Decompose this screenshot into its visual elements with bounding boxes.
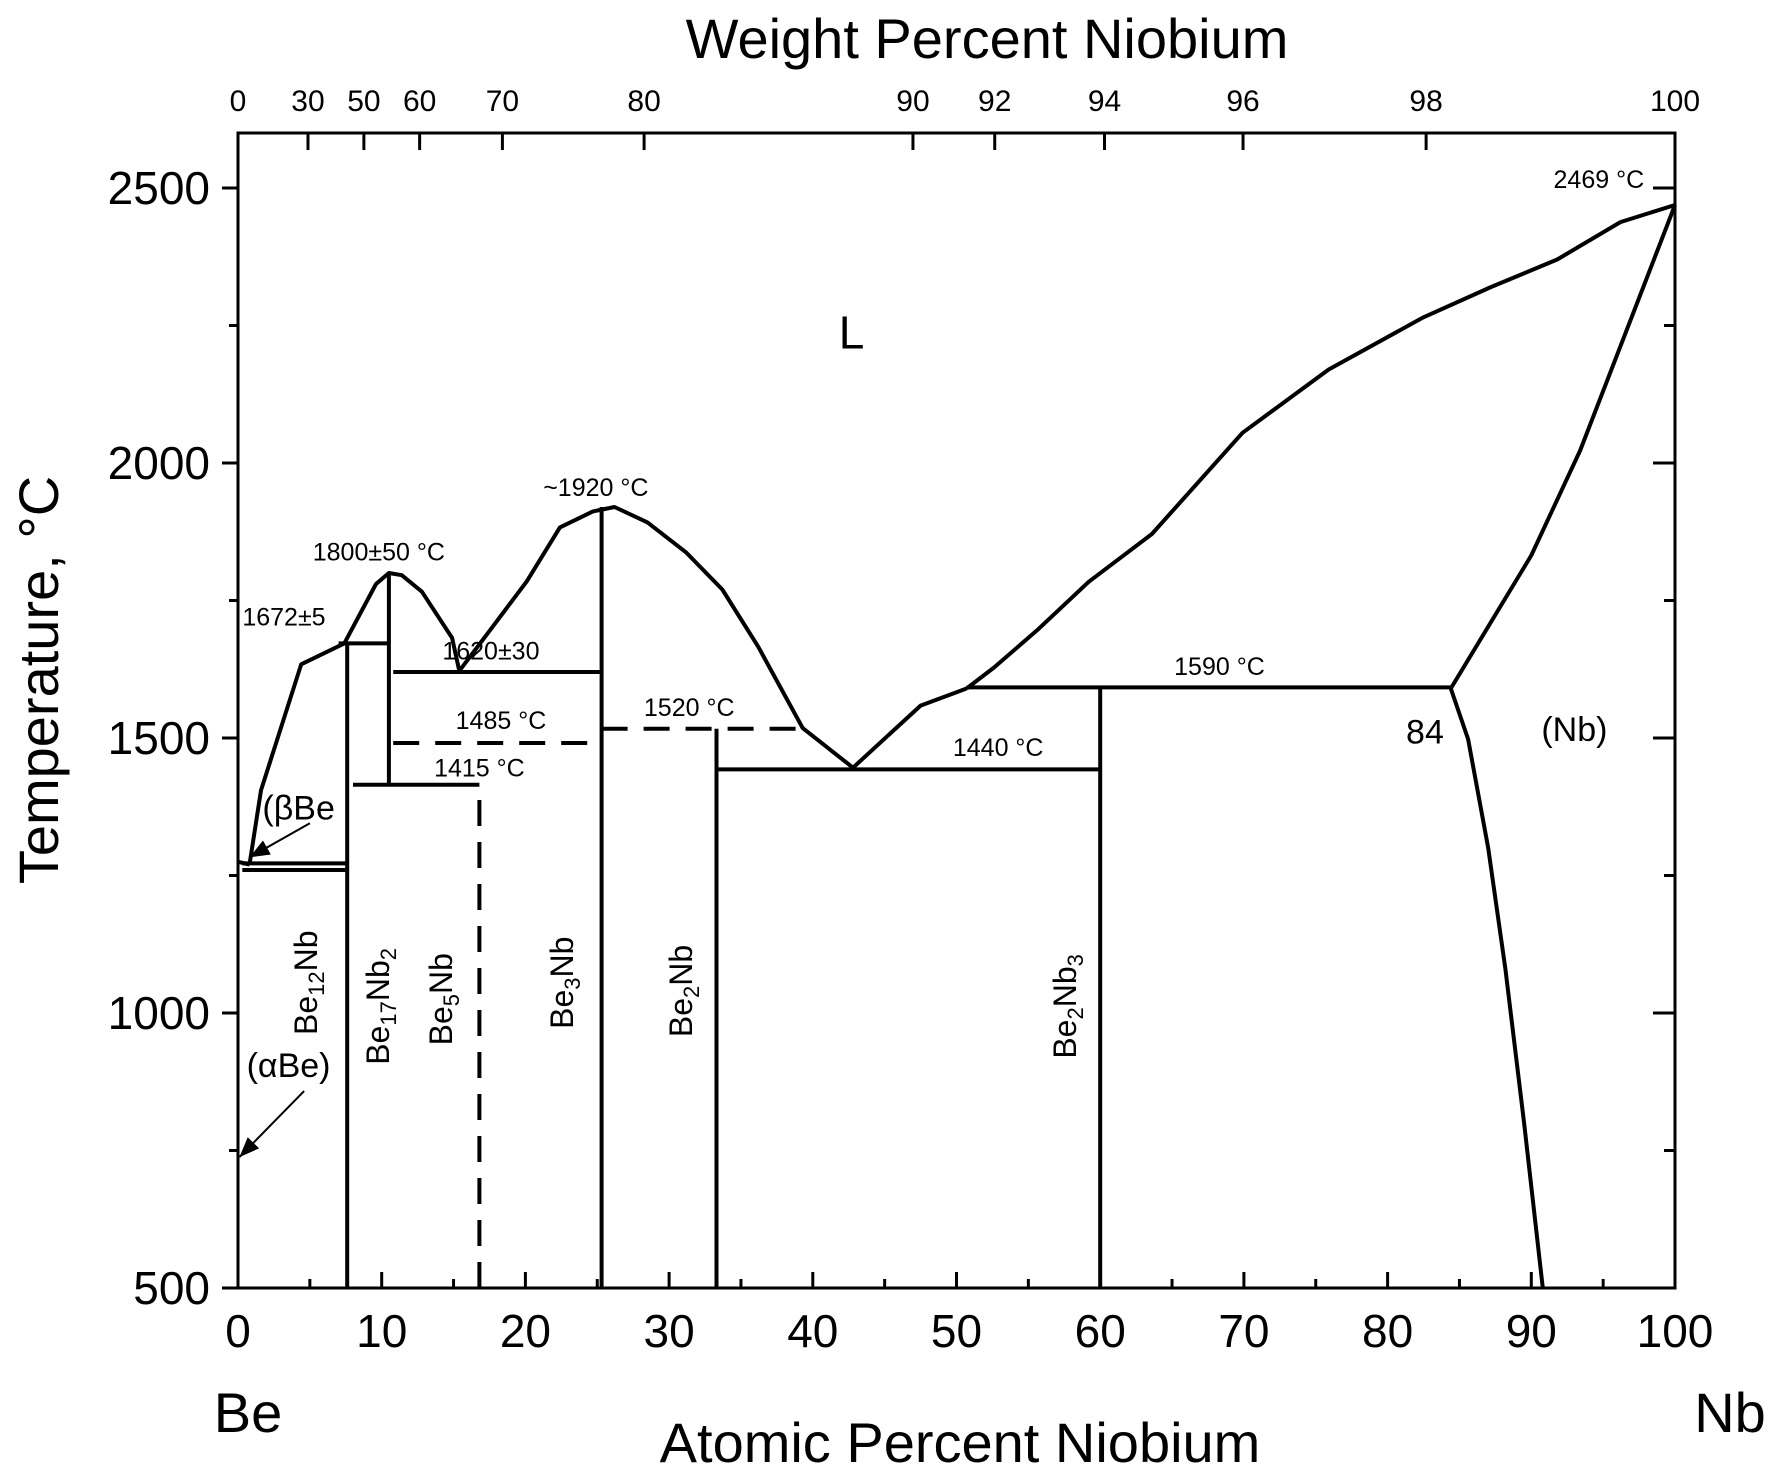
y-tick-label: 1000: [108, 987, 210, 1039]
annotation: (βBe: [262, 789, 334, 827]
x-tick-label: 40: [787, 1305, 838, 1357]
chart-labels: Weight Percent Niobium Atomic Percent Ni…: [7, 7, 1766, 1474]
y-tick-label: 1500: [108, 712, 210, 764]
alpha-be-arrow-head: [239, 1137, 260, 1158]
series-solidus-nb: [1449, 204, 1677, 690]
y-tick-label: 2000: [108, 437, 210, 489]
top-tick-label: 94: [1088, 85, 1121, 118]
x-tick-label: 60: [1075, 1305, 1126, 1357]
annotation: 1520 °C: [644, 694, 735, 722]
top-tick-label: 70: [486, 85, 519, 118]
x-tick-label: 80: [1362, 1305, 1413, 1357]
x-tick-label: 90: [1506, 1305, 1557, 1357]
y-tick-label: 2500: [108, 162, 210, 214]
series-liquidus-be-rich: [247, 505, 968, 865]
top-tick-label: 80: [627, 85, 660, 118]
x-tick-label: 70: [1218, 1305, 1269, 1357]
top-tick-label: 100: [1650, 85, 1700, 118]
annotations: 2469 °C ~1920 °C 1800±50 °C 1672±5 1620±30 14…: [238, 166, 1645, 1158]
left-end-label: Be: [214, 1381, 283, 1444]
annotation: (αBe): [247, 1047, 331, 1085]
compound-label: Be17Nb2: [360, 948, 401, 1065]
phase-boundaries: [237, 203, 1677, 1289]
x-tick-label: 10: [356, 1305, 407, 1357]
annotation: 2469 °C: [1554, 166, 1645, 194]
annotation: 84: [1406, 714, 1444, 752]
x-tick-label: 30: [644, 1305, 695, 1357]
series-liquidus-nb-side: [965, 203, 1676, 691]
annotation: ~1920 °C: [543, 474, 648, 502]
top-tick-label: 0: [230, 85, 247, 118]
x-tick-label: 0: [225, 1305, 251, 1357]
beta-be-arrow-head: [249, 840, 271, 858]
annotation: (Nb): [1541, 711, 1607, 749]
annotation: L: [839, 307, 865, 359]
compound-label: Be3Nb: [544, 937, 585, 1029]
top-tick-label: 50: [347, 85, 380, 118]
compound-label: Be2Nb3: [1047, 954, 1088, 1059]
compound-label: Be5Nb: [423, 953, 464, 1045]
top-tick-label: 92: [978, 85, 1011, 118]
annotation: 1440 °C: [953, 734, 1044, 762]
top-tick-label: 90: [896, 85, 929, 118]
annotation: 1485 °C: [456, 707, 547, 735]
x-axis-title: Atomic Percent Niobium: [660, 1411, 1261, 1474]
y-axis-title: Temperature, °C: [7, 476, 70, 884]
annotation: 1800±50 °C: [313, 538, 445, 566]
top-tick-label: 60: [403, 85, 436, 118]
top-tick-label: 96: [1226, 85, 1259, 118]
right-end-label: Nb: [1694, 1381, 1766, 1444]
annotation: 1415 °C: [434, 755, 525, 783]
top-tick-label: 98: [1409, 85, 1442, 118]
top-axis-title: Weight Percent Niobium: [686, 7, 1289, 70]
axis-ticks: 0 10 20 30 40 50 60 70 80 90 100500100015002000250…: [108, 85, 1714, 1357]
compound-label: Be2Nb: [663, 945, 704, 1037]
y-tick-label: 500: [133, 1262, 210, 1314]
top-tick-label: 30: [291, 85, 324, 118]
x-tick-label: 20: [500, 1305, 551, 1357]
annotation: 1672±5: [242, 603, 325, 631]
compound-label: Be12Nb: [288, 930, 329, 1035]
annotation: 1590 °C: [1174, 653, 1265, 681]
annotation: 1620±30: [442, 637, 539, 665]
x-tick-label: 100: [1637, 1305, 1714, 1357]
x-tick-label: 50: [931, 1305, 982, 1357]
series-solvus-nb: [1448, 687, 1545, 1289]
